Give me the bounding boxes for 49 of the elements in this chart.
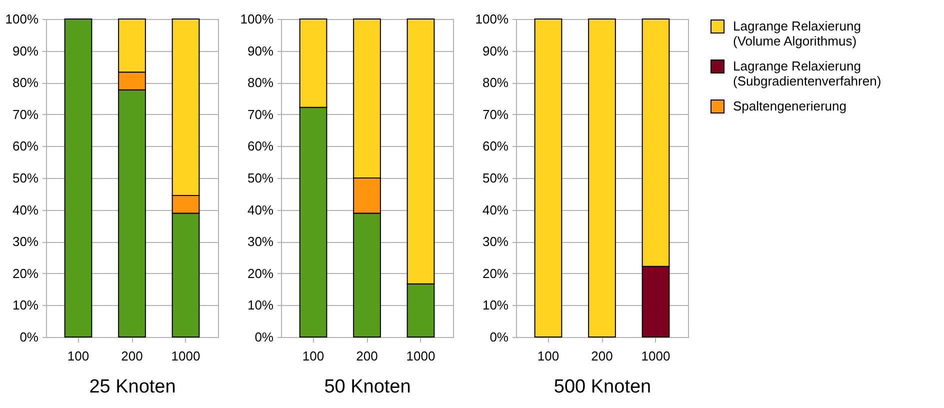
x-tick-label: 1000: [641, 348, 670, 364]
y-tick-label: 50%: [482, 170, 509, 186]
y-tick-label: 20%: [482, 266, 509, 281]
y-tick-label: 20%: [247, 266, 274, 281]
y-tick-label: 40%: [247, 202, 274, 218]
y-tick-label: 10%: [247, 298, 274, 313]
y-tick-label: 90%: [12, 43, 39, 58]
x-axis-title: 500 Knoten: [554, 376, 652, 398]
y-tick-label: 50%: [247, 170, 274, 186]
x-tick-label: 100: [302, 348, 324, 364]
y-tick-label: 70%: [247, 106, 274, 122]
x-tick-label: 200: [356, 348, 378, 364]
legend-label: Spaltengenerierung: [733, 98, 846, 114]
y-tick-label: 70%: [12, 106, 39, 122]
x-tick-label: 200: [121, 348, 143, 364]
y-tick-label: 100%: [5, 12, 39, 26]
x-tick-label: 100: [67, 348, 90, 364]
bar: [64, 18, 92, 338]
y-tick-label: 50%: [12, 170, 39, 186]
y-tick-label: 90%: [482, 43, 509, 58]
legend-label: Lagrange Relaxierung (Volume Algorithmus): [733, 18, 861, 48]
y-tick-label: 40%: [12, 202, 39, 218]
y-tick-label: 100%: [240, 12, 274, 26]
y-tick-label: 0%: [254, 330, 274, 344]
y-tick-label: 100%: [475, 12, 509, 26]
x-axis-title: 50 Knoten: [324, 376, 411, 398]
y-tick-label: 60%: [12, 138, 39, 154]
y-tick-label: 60%: [247, 138, 274, 154]
y-tick-label: 60%: [482, 138, 509, 154]
y-tick-label: 30%: [482, 234, 509, 250]
x-axis-title: 25 Knoten: [89, 376, 176, 398]
y-tick-label: 10%: [12, 298, 39, 313]
y-tick-label: 70%: [482, 106, 509, 122]
legend-label: Lagrange Relaxierung (Subgradientenverfahren): [733, 58, 882, 88]
x-tick-label: 100: [537, 348, 560, 364]
y-tick-label: 90%: [247, 43, 274, 58]
y-tick-label: 30%: [12, 234, 39, 250]
y-tick-label: 80%: [247, 75, 274, 90]
y-tick-label: 80%: [482, 75, 509, 90]
y-tick-label: 10%: [482, 298, 509, 313]
y-tick-label: 80%: [12, 75, 39, 90]
y-tick-label: 0%: [490, 330, 509, 344]
y-tick-label: 40%: [482, 202, 509, 218]
x-tick-label: 1000: [406, 348, 436, 364]
x-tick-label: 1000: [171, 348, 200, 364]
y-tick-label: 30%: [247, 234, 274, 250]
y-tick-label: 0%: [20, 330, 39, 344]
y-tick-label: 20%: [12, 266, 39, 281]
x-tick-label: 200: [591, 348, 613, 364]
